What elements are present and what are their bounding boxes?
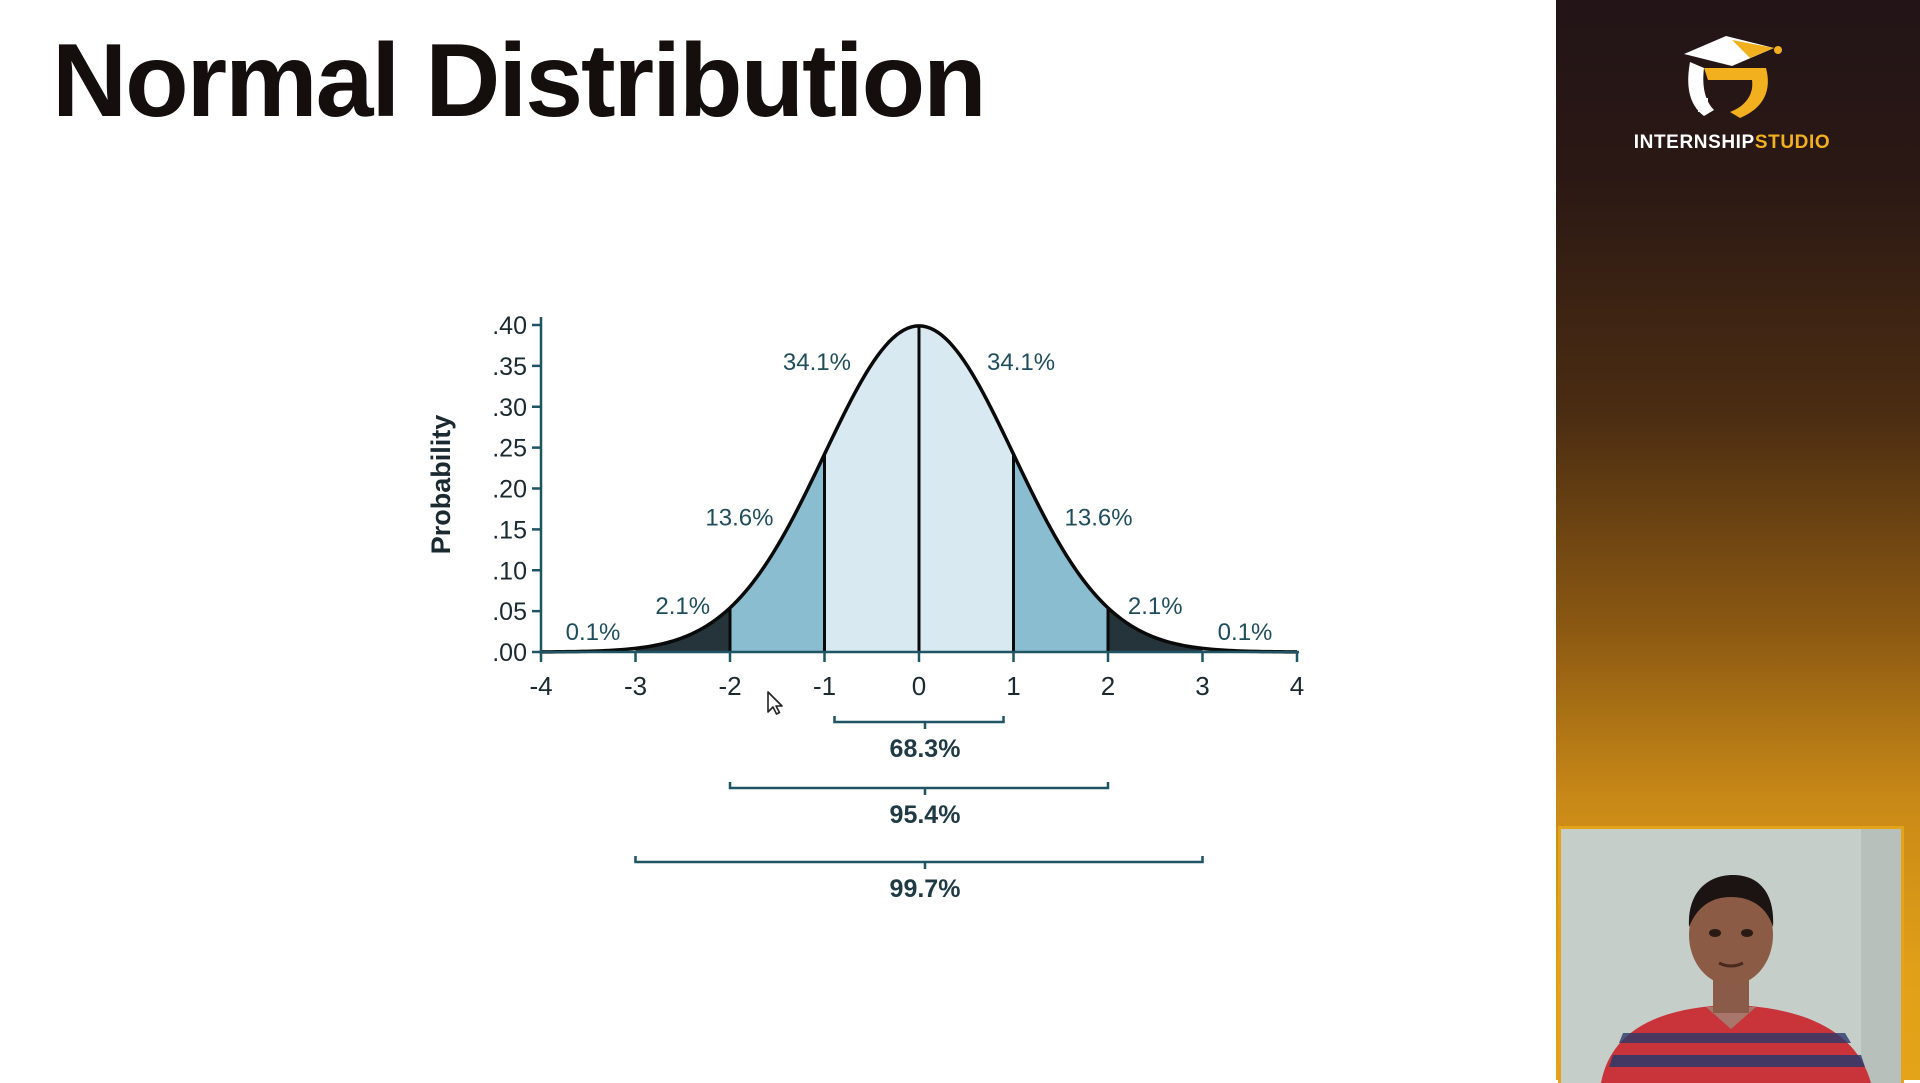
- y-tick-label: .05: [492, 598, 527, 626]
- chart-dividers: [728, 325, 1110, 652]
- brand-name-part1: INTERNSHIP: [1633, 132, 1755, 153]
- region-1: [635, 607, 730, 652]
- x-tick-label: 3: [1195, 671, 1209, 701]
- region-label: 13.6%: [1065, 504, 1133, 531]
- mouse-pointer-icon: [767, 691, 783, 715]
- brand-wordmark: INTERNSHIPSTUDIO: [1602, 132, 1862, 154]
- normal-curve: [540, 324, 1298, 654]
- range-brackets: 68.3% 95.4% 99.7%: [634, 716, 1204, 903]
- x-tick-label: -4: [529, 671, 552, 701]
- presenter-webcam: [1558, 826, 1904, 1083]
- y-tick-label: .30: [492, 394, 527, 422]
- presenter-image: [1561, 829, 1901, 1083]
- range-bracket: [833, 716, 1005, 729]
- y-axis-ticks: .00 .05 .10 .15 .20 .25 .30 .35 .40: [492, 312, 541, 667]
- y-tick-label: .40: [492, 312, 527, 340]
- slide-title: Normal Distribution: [52, 23, 987, 139]
- range-label: 95.4%: [890, 801, 961, 829]
- y-tick-label: .25: [492, 435, 527, 463]
- region-label: 2.1%: [655, 593, 710, 620]
- brand-name-part2: STUDIO: [1754, 132, 1831, 153]
- x-axis-ticks: -4 -3 -2 -1 0 1 2 3 4: [529, 652, 1304, 701]
- x-tick-label: 0: [912, 671, 926, 701]
- graduation-cap-logo-icon: [1684, 36, 1782, 118]
- x-tick-label: 1: [1006, 671, 1020, 701]
- region-label: 0.1%: [1218, 619, 1273, 646]
- x-tick-label: -2: [718, 671, 741, 701]
- y-tick-label: .10: [492, 557, 527, 585]
- region-labels: 0.1% 2.1% 13.6% 34.1% 34.1% 13.6% 2.1% 0.1%: [566, 349, 1273, 646]
- brand-logo: INTERNSHIPSTUDIO: [1602, 28, 1862, 158]
- region-6: [1108, 607, 1203, 652]
- x-tick-label: 2: [1101, 671, 1115, 701]
- normal-distribution-chart: -4 -3 -2 -1 0 1 2 3 4 .00 .05 .10 .15 .20 .25 .30 .35 .4…: [426, 312, 1304, 903]
- y-tick-label: .35: [492, 353, 527, 381]
- x-tick-label: -3: [624, 671, 647, 701]
- region-label: 13.6%: [705, 504, 773, 531]
- x-tick-label: -1: [813, 671, 836, 701]
- range-label: 99.7%: [890, 875, 961, 903]
- y-tick-label: .00: [492, 639, 527, 667]
- region-label: 0.1%: [566, 619, 621, 646]
- y-tick-label: .15: [492, 516, 527, 544]
- range-bracket: [728, 782, 1110, 795]
- y-tick-label: .20: [492, 476, 527, 504]
- x-tick-label: 4: [1290, 671, 1304, 701]
- region-label: 34.1%: [987, 349, 1055, 376]
- region-label: 2.1%: [1128, 593, 1183, 620]
- y-axis-label: Probability: [426, 415, 456, 555]
- region-label: 34.1%: [783, 349, 851, 376]
- range-label: 68.3%: [890, 735, 961, 763]
- range-bracket: [634, 856, 1204, 869]
- slide: Normal Distribution -4 -3 -2 -1 0 1 2 3 4 .00 .05…: [52, 23, 1305, 903]
